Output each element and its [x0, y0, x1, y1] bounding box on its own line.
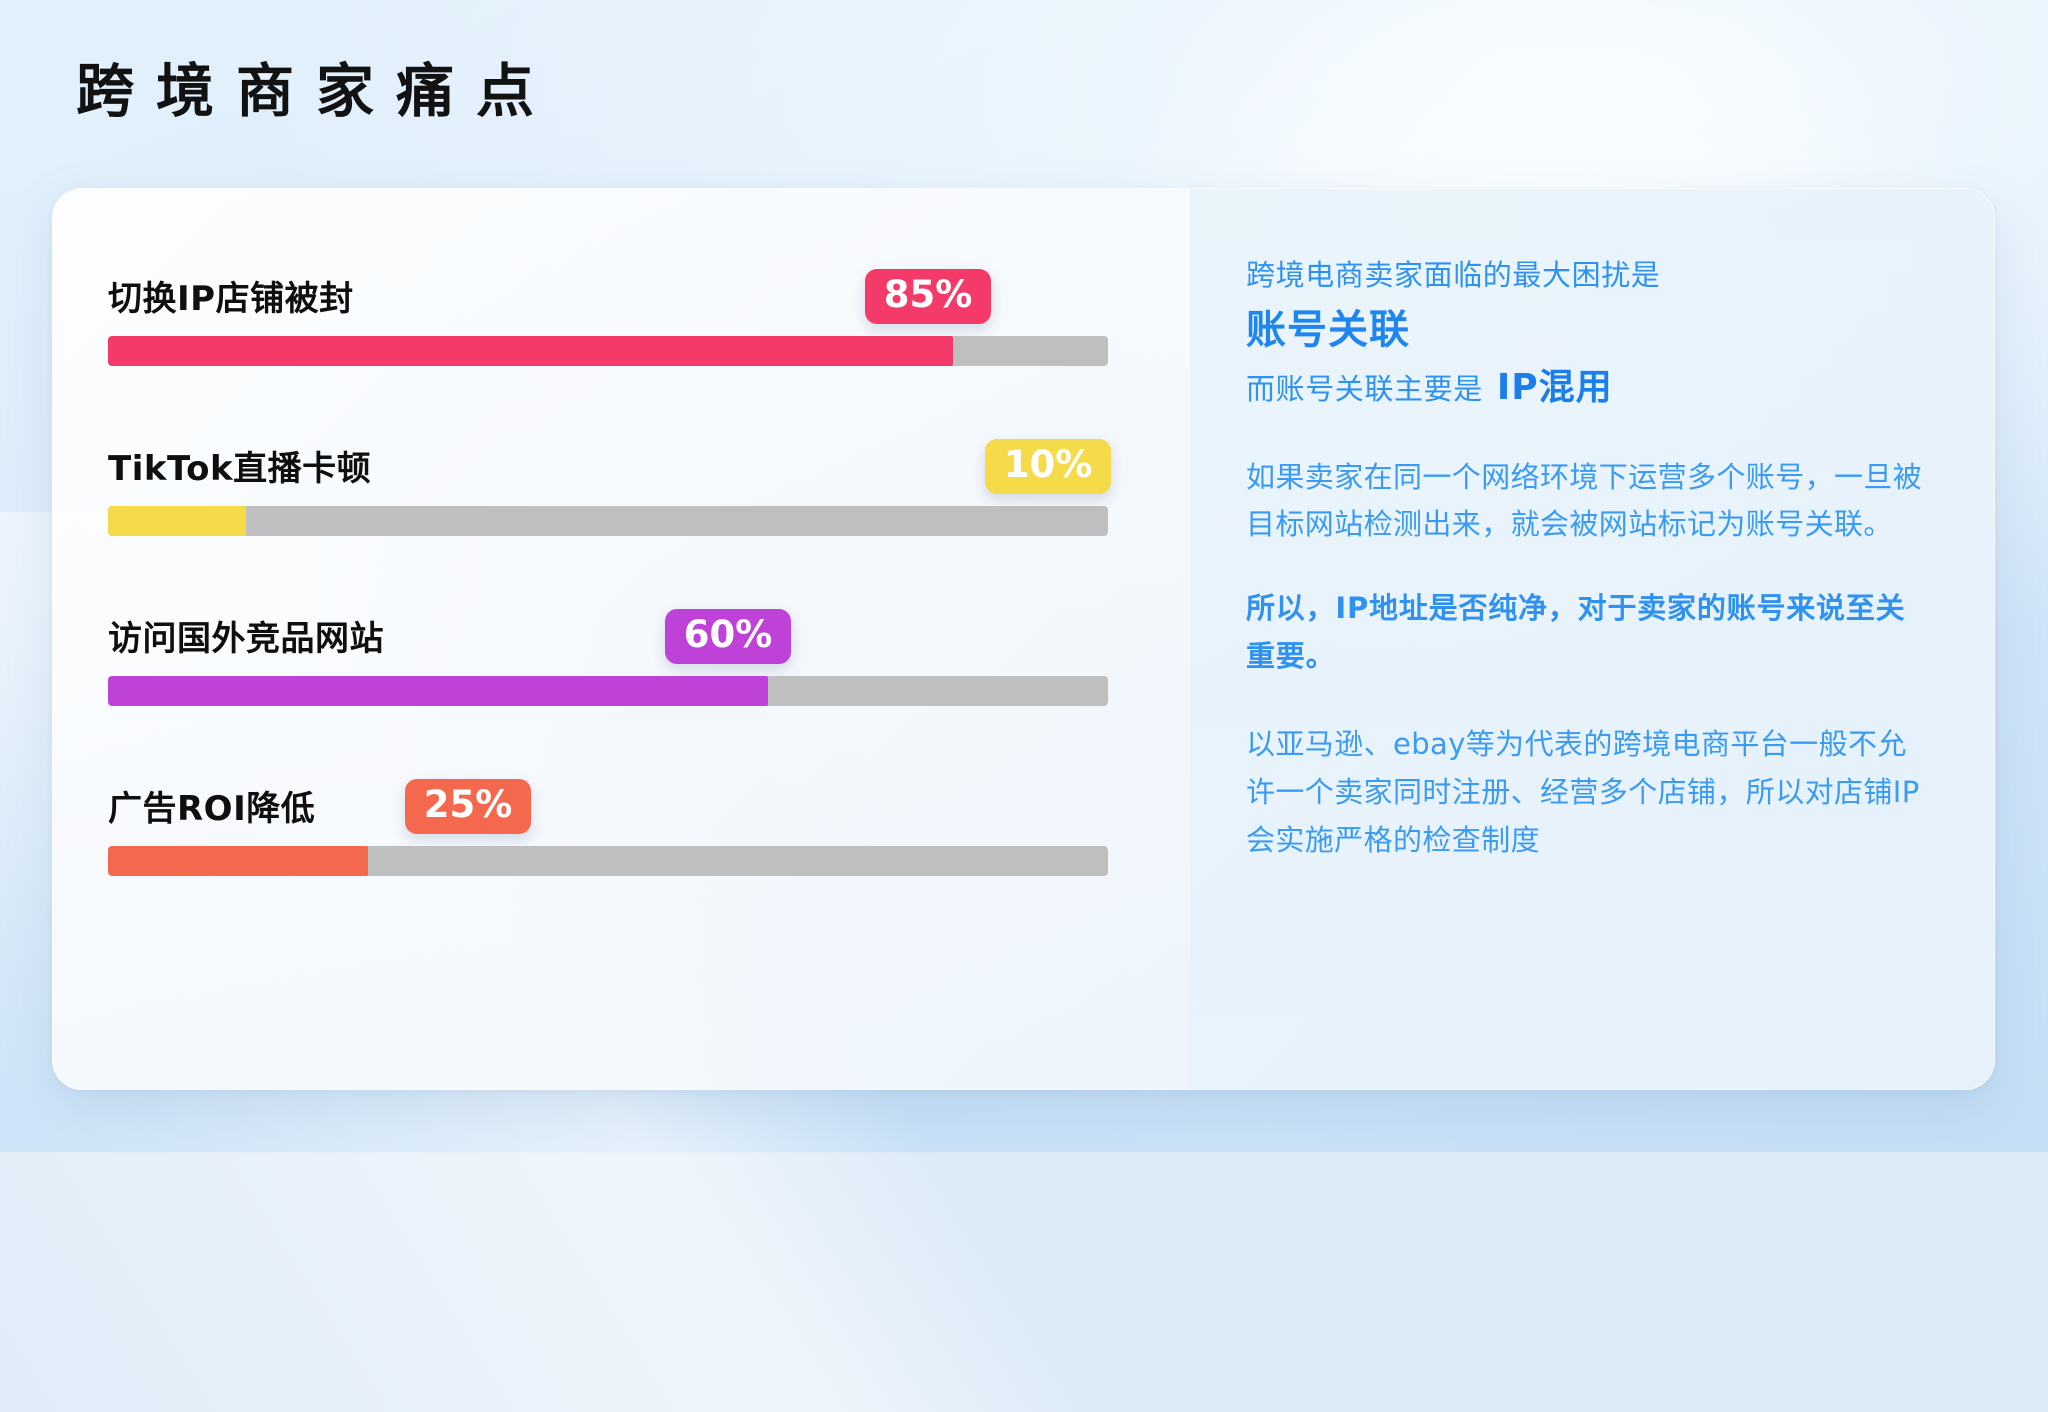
bar-value-badge-2: 60%	[665, 609, 791, 664]
bar-header-1: TikTok直播卡顿 10%	[108, 426, 1111, 494]
bar-label-1: TikTok直播卡顿	[108, 449, 372, 489]
bar-group-0: 切换IP店铺被封 85%	[108, 256, 1108, 366]
bar-track-1	[108, 506, 1108, 536]
copy-sub-emphasis: IP混用	[1496, 367, 1613, 409]
copy-paragraph-3: 以亚马逊、ebay等为代表的跨境电商平台一般不允许一个卖家同时注册、经营多个店铺…	[1246, 726, 1920, 857]
copy-subline: 而账号关联主要是 IP混用	[1246, 363, 1933, 413]
bar-label-0: 切换IP店铺被封	[108, 279, 354, 319]
bar-fill-3	[108, 846, 368, 876]
copy-sub-prefix: 而账号关联主要是	[1246, 372, 1483, 407]
copy-lead: 跨境电商卖家面临的最大困扰是	[1246, 258, 1661, 292]
bar-value-badge-3: 25%	[405, 779, 531, 834]
bar-header-0: 切换IP店铺被封 85%	[108, 256, 1108, 324]
bar-fill-2	[108, 676, 768, 706]
bar-label-3: 广告ROI降低	[108, 789, 316, 829]
bar-fill-1	[108, 506, 246, 536]
bar-label-2: 访问国外竞品网站	[108, 619, 384, 659]
bar-header-2: 访问国外竞品网站 60%	[108, 596, 1108, 664]
bar-fill-0	[108, 336, 953, 366]
bar-value-badge-1: 10%	[985, 439, 1111, 494]
content-card: 切换IP店铺被封 85% TikTok直播卡顿 10% 访问国外竞品网站	[52, 188, 1995, 1090]
bar-header-3: 广告ROI降低 25%	[108, 766, 1108, 834]
bar-value-badge-0: 85%	[865, 269, 991, 324]
bar-group-3: 广告ROI降低 25%	[108, 766, 1108, 876]
bar-group-2: 访问国外竞品网站 60%	[108, 596, 1108, 706]
bar-track-3	[108, 846, 1108, 876]
copy-paragraph-1: 如果卖家在同一个网络环境下运营多个账号，一旦被目标网站检测出来，就会被网站标记为…	[1246, 459, 1923, 542]
page-title: 跨境商家痛点	[76, 57, 557, 125]
bar-track-0	[108, 336, 1108, 366]
bar-group-1: TikTok直播卡顿 10%	[108, 426, 1111, 536]
copy-paragraph-2: 所以，IP地址是否纯净，对于卖家的账号来说至关重要。	[1246, 591, 1906, 674]
bar-track-2	[108, 676, 1108, 706]
bar-chart-pane: 切换IP店铺被封 85% TikTok直播卡顿 10% 访问国外竞品网站	[52, 188, 1190, 1090]
description-pane: 跨境电商卖家面临的最大困扰是 账号关联 而账号关联主要是 IP混用 如果卖家在同一…	[1190, 188, 1995, 1090]
copy-highlight: 账号关联	[1246, 307, 1410, 354]
